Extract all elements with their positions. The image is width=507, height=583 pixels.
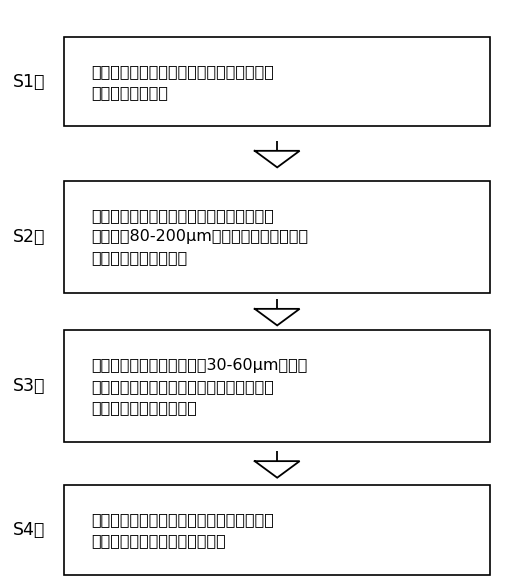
Bar <box>64 181 490 293</box>
Text: 将含类器官细胞的基质水凝胶和氟油分别通
入到三通装置中得到类器官球体: 将含类器官细胞的基质水凝胶和氟油分别通 入到三通装置中得到类器官球体 <box>91 512 274 548</box>
Text: S2：: S2： <box>13 228 46 246</box>
Text: S3：: S3： <box>13 377 46 395</box>
Text: 将所述组织块通过机械研磨法进行研磨，通
过孔径为80-200μm第一级滤网进行第一级
过滤，形成第一级滤液: 将所述组织块通过机械研磨法进行研磨，通 过孔径为80-200μm第一级滤网进行第… <box>91 208 309 265</box>
Text: 获取类器官组织样本，并将其剪碎成适合于
机械研磨的组织块: 获取类器官组织样本，并将其剪碎成适合于 机械研磨的组织块 <box>91 64 274 100</box>
Bar <box>64 486 490 574</box>
Text: S4：: S4： <box>13 521 46 539</box>
Text: S1：: S1： <box>13 73 46 91</box>
Text: 将所述第一级滤液在孔径为30-60μm第二级
滤网进行第二级过滤，获取在第二级滤网上
的固体，得到所述类器官: 将所述第一级滤液在孔径为30-60μm第二级 滤网进行第二级过滤，获取在第二级滤… <box>91 358 308 415</box>
Bar <box>64 37 490 127</box>
Bar <box>64 331 490 442</box>
